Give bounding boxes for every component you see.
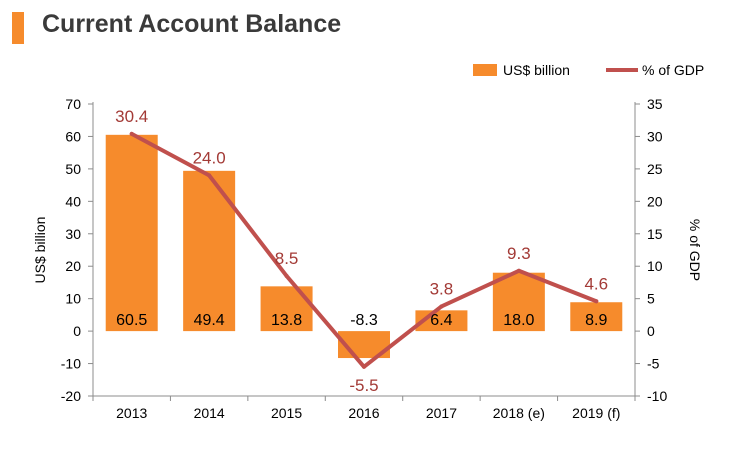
left-tick-label: 20	[65, 258, 81, 274]
right-tick-label: 10	[647, 258, 663, 274]
line-point-2018 (e)	[516, 268, 521, 273]
right-tick-label: 15	[647, 226, 663, 242]
right-tick-label: 35	[647, 96, 663, 112]
right-tick-label: 25	[647, 161, 663, 177]
bar-series	[105, 134, 623, 359]
right-axis-title: % of GDP	[687, 219, 703, 281]
bar-label-2018 (e): 18.0	[503, 312, 534, 329]
left-tick-label: -20	[61, 388, 81, 404]
chart-title: Current Account Balance	[42, 10, 342, 38]
line-label-2015: 8.5	[275, 249, 299, 268]
left-tick-label: 50	[65, 161, 81, 177]
line-point-2014	[207, 173, 212, 178]
axes	[92, 102, 636, 397]
legend-bar-swatch	[473, 64, 497, 76]
line-label-2016: -5.5	[349, 376, 378, 395]
line-data-labels: 30.4 24.0 8.5 -5.5 3.8 9.3 4.6	[115, 107, 608, 395]
x-tick-label-2017: 2017	[426, 405, 457, 421]
x-tick-label-2014: 2014	[194, 405, 225, 421]
x-axis-ticks: 2013 2014 2015 2016 2017 2018 (e) 2019 (f)	[92, 396, 636, 421]
legend-bar-label: US$ billion	[503, 62, 570, 78]
x-tick-label-2016: 2016	[348, 405, 379, 421]
line-point-2015	[284, 273, 289, 278]
bar-label-2013: 60.5	[116, 312, 147, 329]
line-series	[129, 131, 599, 369]
left-tick-label: -10	[61, 356, 81, 372]
legend-line-label: % of GDP	[642, 62, 704, 78]
bar-2014	[183, 170, 236, 332]
line-point-2016	[362, 364, 366, 369]
bar-data-labels: 60.5 49.4 13.8 -8.3 6.4 18.0 8.9	[116, 312, 607, 329]
line-point-2013	[129, 131, 134, 136]
line-label-2017: 3.8	[430, 279, 454, 298]
title-accent-bar	[12, 12, 24, 44]
bar-2013	[105, 134, 158, 332]
right-tick-label: 20	[647, 193, 663, 209]
left-tick-label: 40	[65, 193, 81, 209]
right-axis-ticks: 35 30 25 20 15 10 5 0 -5 -10	[635, 96, 667, 404]
line-label-2014: 24.0	[193, 148, 226, 167]
right-tick-label: 30	[647, 128, 663, 144]
left-tick-label: 30	[65, 226, 81, 242]
legend: US$ billion % of GDP	[473, 62, 704, 78]
bar-label-2019 (f): 8.9	[585, 312, 607, 329]
left-tick-label: 60	[65, 128, 81, 144]
left-axis-title: US$ billion	[32, 217, 48, 284]
line-point-2017	[439, 304, 444, 309]
line-label-2013: 30.4	[115, 107, 148, 126]
bar-2019 (f)	[570, 302, 623, 332]
right-tick-label: 0	[647, 323, 655, 339]
x-tick-label-2019 (f): 2019 (f)	[572, 405, 620, 421]
x-tick-label-2015: 2015	[271, 405, 302, 421]
x-tick-label-2018 (e): 2018 (e)	[493, 405, 545, 421]
right-tick-label: -5	[647, 356, 660, 372]
bar-label-2017: 6.4	[430, 312, 452, 329]
x-tick-label-2013: 2013	[116, 405, 147, 421]
left-tick-label: 10	[65, 291, 81, 307]
bar-label-2014: 49.4	[194, 312, 225, 329]
bar-label-2015: 13.8	[271, 312, 302, 329]
left-axis-ticks: 70 60 50 40 30 20 10 0 -10 -20	[61, 96, 93, 404]
right-tick-label: -10	[647, 388, 667, 404]
right-tick-label: 5	[647, 291, 655, 307]
left-tick-label: 0	[73, 323, 81, 339]
bar-label-2016: -8.3	[350, 312, 378, 329]
bar-2018 (e)	[492, 272, 545, 332]
line-label-2018 (e): 9.3	[507, 244, 531, 263]
line-point-2019 (f)	[594, 299, 599, 304]
line-label-2019 (f): 4.6	[584, 274, 608, 293]
left-tick-label: 70	[65, 96, 81, 112]
